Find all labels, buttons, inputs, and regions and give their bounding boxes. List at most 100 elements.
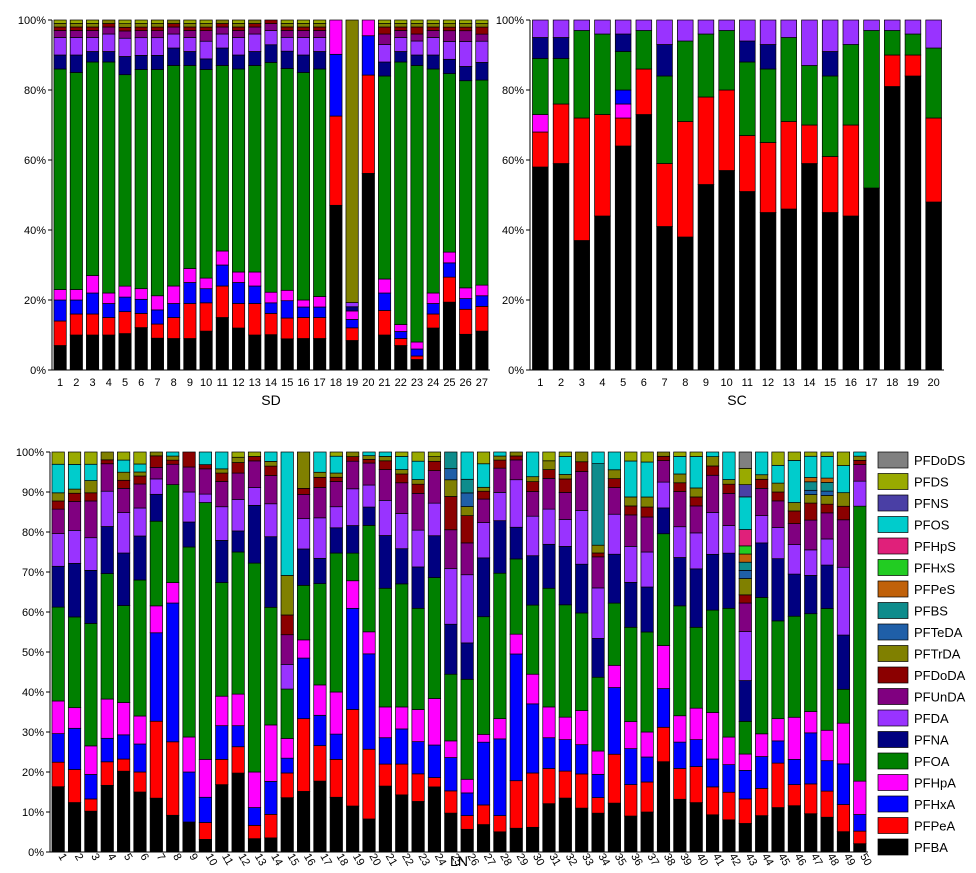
bar-segment-ln-pfos-30	[526, 451, 540, 478]
bar-segment-sd-pfoa-7	[150, 69, 164, 297]
bar-segment-ln-pftrda-17	[313, 471, 327, 478]
bar-segment-ln-pftrda-40	[689, 487, 703, 498]
bar-segment-ln-pfpea-48	[820, 790, 834, 818]
bar-segment-sd-pfpea-23	[410, 355, 424, 360]
bar-segment-ln-pfhpa-2	[67, 707, 82, 729]
bar-segment-sd-pfhxa-17	[313, 306, 327, 318]
x-tick-label: 26	[460, 377, 472, 389]
bar-segment-sd-pfda-15	[280, 36, 294, 52]
bar-segment-ln-pfba-49	[836, 831, 851, 853]
legend-swatch-pfhxs	[877, 559, 909, 576]
bar-segment-sc-pfpea-9	[697, 96, 715, 185]
bar-segment-sd-pfoa-10	[199, 69, 213, 279]
bar-segment-ln-pfbs-25	[444, 451, 458, 470]
bar-segment-ln-pfna-7	[149, 493, 163, 522]
bar-segment-ln-pfba-35	[607, 802, 621, 853]
legend-swatch-pfdoda	[877, 666, 909, 684]
x-tick-label: 22	[399, 852, 416, 869]
bar-segment-ln-pfba-47	[804, 813, 818, 853]
y-tick-label: 30%	[22, 727, 44, 739]
bar-segment-ln-pfba-41	[706, 814, 720, 853]
bar-segment-ln-pftrda-28	[493, 455, 507, 461]
bar-segment-ln-pfda-29	[509, 479, 523, 528]
bar-segment-ln-pfba-12	[231, 772, 245, 853]
bar-segment-sd-pfba-8	[167, 338, 181, 371]
bar-segment-sd-pfdoda-11	[215, 23, 229, 28]
legend-label-pfunda: PFUnDA	[914, 690, 966, 705]
bar-segment-ln-pfna-12	[231, 530, 245, 553]
bar-segment-ln-pfhxa-34	[591, 773, 605, 798]
bar-segment-sc-pfda-19	[904, 19, 922, 35]
bar-segment-ln-pfunda-36	[624, 514, 638, 547]
bar-segment-sc-pfoa-20	[925, 47, 942, 119]
bar-segment-sd-pfhpa-22	[394, 324, 408, 332]
bar-segment-sc-pfhpa-1	[532, 114, 549, 133]
bar-segment-ln-pfba-19	[346, 805, 360, 853]
bar-segment-ln-pfna-34	[591, 638, 605, 678]
bar-segment-sd-pfds-12	[232, 19, 246, 24]
bar-segment-sc-pfoa-9	[697, 33, 715, 98]
bar-segment-ln-pfhxa-5	[117, 734, 131, 760]
bar-segment-ln-pfds-47	[804, 451, 818, 457]
bar-segment-ln-pfhpa-33	[575, 710, 589, 746]
x-tick-label: 18	[330, 377, 342, 389]
bar-segment-sd-pfdoda-2	[69, 26, 83, 31]
bar-segment-ln-pfda-34	[591, 587, 605, 639]
y-tick-label: 40%	[22, 687, 44, 699]
bar-segment-ln-pfpea-44	[755, 788, 769, 816]
bar-segment-ln-pfba-39	[673, 798, 687, 853]
bar-segment-ln-pfunda-29	[509, 459, 523, 481]
bar-segment-ln-pfpea-20	[362, 748, 376, 820]
bar-segment-ln-pfds-31	[542, 451, 556, 462]
bar-segment-ln-pfdoda-45	[771, 491, 785, 502]
bar-segment-sd-pftrda-17	[313, 23, 327, 28]
bar-segment-ln-pfna-1	[51, 565, 65, 608]
bar-segment-ln-pfda-1	[51, 533, 65, 567]
bar-segment-sd-pfds-7	[150, 19, 164, 24]
bar-segment-sc-pfoa-13	[780, 37, 797, 122]
bar-segment-ln-pfda-25	[444, 568, 458, 625]
bar-segment-ln-pfna-11	[215, 540, 229, 583]
bar-segment-ln-pfdoda-13	[247, 456, 262, 462]
bar-segment-ln-pfhxa-30	[526, 703, 540, 774]
bar-segment-sd-pfpea-9	[183, 303, 197, 339]
bar-segment-ln-pfda-24	[427, 502, 442, 537]
bar-segment-ln-pfoa-27	[476, 616, 491, 735]
bar-segment-sd-pfdoda-22	[394, 26, 408, 31]
bar-segment-ln-pfda-5	[117, 512, 131, 554]
bar-segment-ln-pfpea-29	[509, 780, 523, 829]
bar-segment-ln-pfhpa-32	[558, 716, 572, 740]
bar-segment-ln-pfhxa-37	[640, 756, 654, 783]
bar-segment-sd-pfhpa-15	[280, 289, 294, 302]
bar-segment-sd-pfpea-18	[329, 115, 343, 206]
bar-segment-ln-pfda-23	[411, 529, 425, 568]
bar-segment-sd-pfba-5	[118, 333, 132, 371]
bar-segment-sd-pfunda-7	[150, 30, 164, 39]
bar-segment-ln-pfhpa-8	[166, 582, 180, 604]
bar-segment-ln-pfunda-15	[280, 634, 294, 665]
bar-segment-ln-pfunda-45	[771, 500, 785, 528]
bar-segment-sd-pfds-24	[426, 19, 440, 24]
bar-segment-sd-pfoa-6	[134, 69, 148, 290]
bar-segment-ln-pfhxa-31	[542, 737, 556, 769]
bar-segment-sd-pfdoda-21	[378, 26, 392, 35]
bar-segment-sd-pfdoda-1	[53, 26, 67, 31]
legend-swatch-pfhps	[877, 537, 909, 555]
y-tick-label: 20%	[24, 295, 46, 307]
bar-segment-ln-pfbs-48	[820, 482, 834, 492]
x-tick-label: 40	[694, 852, 711, 869]
bar-segment-sd-pfpea-25	[442, 276, 456, 303]
bar-segment-ln-pfoa-22	[395, 583, 409, 708]
bar-segment-sd-pfna-27	[475, 62, 489, 81]
bar-segment-ln-pfpea-11	[215, 759, 229, 785]
x-tick-label: 10	[203, 852, 220, 869]
bar-segment-ln-pfna-38	[656, 507, 671, 535]
bar-segment-ln-pftrda-45	[771, 482, 785, 493]
bar-segment-ln-pfba-42	[722, 819, 736, 853]
x-tick-label: 14	[803, 377, 815, 389]
y-tick-label: 70%	[22, 567, 44, 579]
bar-segment-ln-pfunda-16	[297, 494, 311, 520]
bar-segment-sd-pfba-23	[410, 359, 424, 371]
bar-segment-ln-pfos-37	[640, 461, 654, 498]
bar-segment-ln-pfba-1	[51, 786, 65, 853]
